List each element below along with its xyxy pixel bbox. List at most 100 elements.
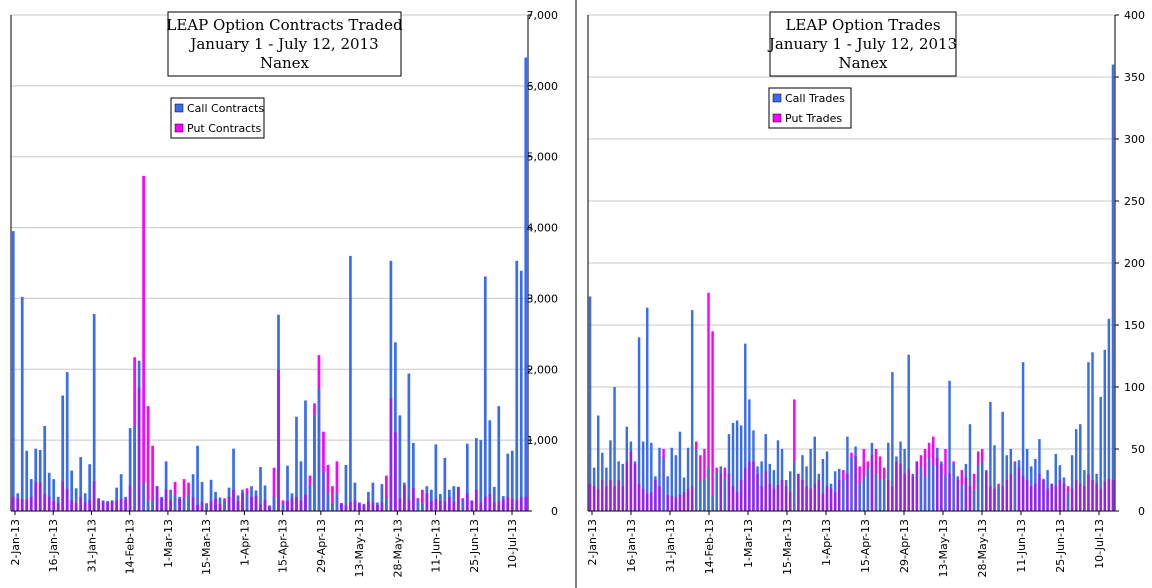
bar-put-trades bbox=[605, 486, 608, 511]
x-tick-label: 15-Mar-13 bbox=[781, 519, 794, 575]
bar-call-contracts bbox=[29, 479, 33, 511]
bar-put-contracts bbox=[465, 493, 469, 511]
bar-put-contracts bbox=[34, 481, 38, 511]
bar-put-contracts bbox=[124, 499, 127, 511]
bar-call-trades bbox=[866, 467, 870, 511]
bar-put-contracts bbox=[452, 501, 456, 511]
bar-put-contracts bbox=[196, 504, 199, 511]
legend-swatch bbox=[772, 113, 782, 123]
bar-call-contracts bbox=[331, 503, 334, 511]
y-tick-label: 2,000 bbox=[527, 363, 559, 376]
bar-put-contracts bbox=[214, 498, 217, 511]
bar-call-trades bbox=[1021, 362, 1025, 511]
y-tick-label: 0 bbox=[551, 505, 558, 518]
bar-put-trades bbox=[1021, 476, 1025, 511]
bar-put-contracts bbox=[236, 501, 240, 511]
bar-put-contracts bbox=[79, 496, 83, 511]
bar-put-contracts bbox=[456, 486, 460, 511]
bar-put-contracts bbox=[376, 505, 379, 511]
bar-put-contracts bbox=[56, 503, 60, 511]
bar-call-trades bbox=[1079, 424, 1082, 511]
x-tick-label: 2-Jan-13 bbox=[9, 519, 22, 566]
x-tick-label: 1-Mar-13 bbox=[742, 519, 755, 568]
bar-put-contracts bbox=[74, 503, 78, 511]
bar-call-trades bbox=[878, 480, 882, 511]
bar-put-trades bbox=[813, 483, 816, 511]
bar-call-trades bbox=[609, 440, 612, 511]
bar-call-contracts bbox=[304, 400, 307, 511]
legend-box bbox=[768, 87, 852, 129]
x-tick-label: 1-Mar-13 bbox=[162, 519, 175, 568]
bar-call-trades bbox=[641, 441, 645, 511]
bar-call-trades bbox=[1074, 429, 1078, 511]
bar-put-contracts bbox=[299, 500, 303, 511]
bar-put-contracts bbox=[501, 499, 505, 511]
y-tick-label: 150 bbox=[1124, 319, 1145, 332]
bar-call-contracts bbox=[421, 503, 424, 511]
bar-put-trades bbox=[760, 486, 763, 511]
bar-call-contracts bbox=[322, 472, 325, 511]
bar-call-trades bbox=[1001, 411, 1004, 511]
bar-call-trades bbox=[907, 354, 910, 511]
bar-call-contracts bbox=[142, 482, 145, 511]
bar-call-contracts bbox=[295, 416, 298, 511]
bar-call-contracts bbox=[308, 486, 312, 511]
bar-call-trades bbox=[690, 310, 694, 511]
bar-put-contracts bbox=[128, 485, 132, 511]
bar-put-contracts bbox=[268, 506, 271, 511]
bar-call-trades bbox=[1103, 349, 1107, 511]
bar-call-trades bbox=[723, 477, 727, 511]
bar-put-trades bbox=[686, 488, 690, 511]
bar-put-trades bbox=[772, 488, 776, 511]
bar-call-trades bbox=[789, 471, 792, 511]
bar-call-contracts bbox=[205, 503, 208, 511]
bar-put-contracts bbox=[519, 497, 523, 511]
bar-call-trades bbox=[670, 447, 673, 511]
y-tick-label: 4,000 bbox=[527, 222, 559, 235]
bar-put-contracts bbox=[362, 505, 366, 511]
bar-put-contracts bbox=[11, 496, 15, 511]
bar-put-trades bbox=[968, 486, 972, 511]
y-tick-label: 400 bbox=[1124, 9, 1145, 22]
bar-call-trades bbox=[981, 461, 984, 511]
bar-put-contracts bbox=[524, 496, 528, 511]
bar-put-contracts bbox=[160, 498, 163, 511]
x-tick-label: 10-Jul-13 bbox=[1093, 519, 1106, 569]
x-tick-label: 11-Jun-13 bbox=[430, 519, 443, 573]
bar-put-trades bbox=[911, 476, 914, 511]
title-box bbox=[769, 11, 957, 77]
chart-2: 0 50 100 150 200 250 300 350 400 2-Jan-13 16-Jan-1… bbox=[586, 9, 1145, 577]
bar-put-trades bbox=[633, 463, 637, 511]
bar-put-contracts bbox=[515, 500, 519, 511]
bar-put-contracts bbox=[340, 503, 343, 511]
bar-put-trades bbox=[899, 463, 902, 511]
legend-swatch bbox=[772, 93, 782, 103]
bar-put-contracts bbox=[101, 501, 105, 511]
bar-put-trades bbox=[1087, 473, 1090, 511]
bar-call-trades bbox=[1099, 396, 1102, 511]
bar-put-contracts bbox=[70, 500, 74, 511]
bar-put-contracts bbox=[250, 496, 253, 511]
bar-put-contracts bbox=[115, 500, 118, 511]
bar-put-trades bbox=[985, 471, 988, 511]
bar-put-contracts bbox=[367, 501, 370, 511]
bar-call-contracts bbox=[281, 503, 285, 511]
bar-put-contracts bbox=[438, 501, 442, 511]
bar-call-trades bbox=[1054, 453, 1057, 511]
bar-call-contracts bbox=[52, 479, 56, 511]
bar-put-trades bbox=[637, 483, 641, 511]
bar-put-contracts bbox=[254, 496, 258, 511]
y-tick-label: 5,000 bbox=[527, 151, 559, 164]
bar-call-contracts bbox=[92, 314, 96, 511]
bar-put-contracts bbox=[25, 499, 29, 511]
bar-call-trades bbox=[695, 449, 698, 511]
bar-put-trades bbox=[870, 455, 874, 511]
y-tick-label: 50 bbox=[1131, 443, 1145, 456]
bar-put-contracts bbox=[106, 502, 110, 511]
bar-call-trades bbox=[858, 483, 861, 511]
bar-put-contracts bbox=[443, 501, 447, 511]
bar-put-trades bbox=[809, 488, 812, 511]
bar-call-trades bbox=[1013, 462, 1017, 511]
bar-put-contracts bbox=[97, 498, 101, 511]
